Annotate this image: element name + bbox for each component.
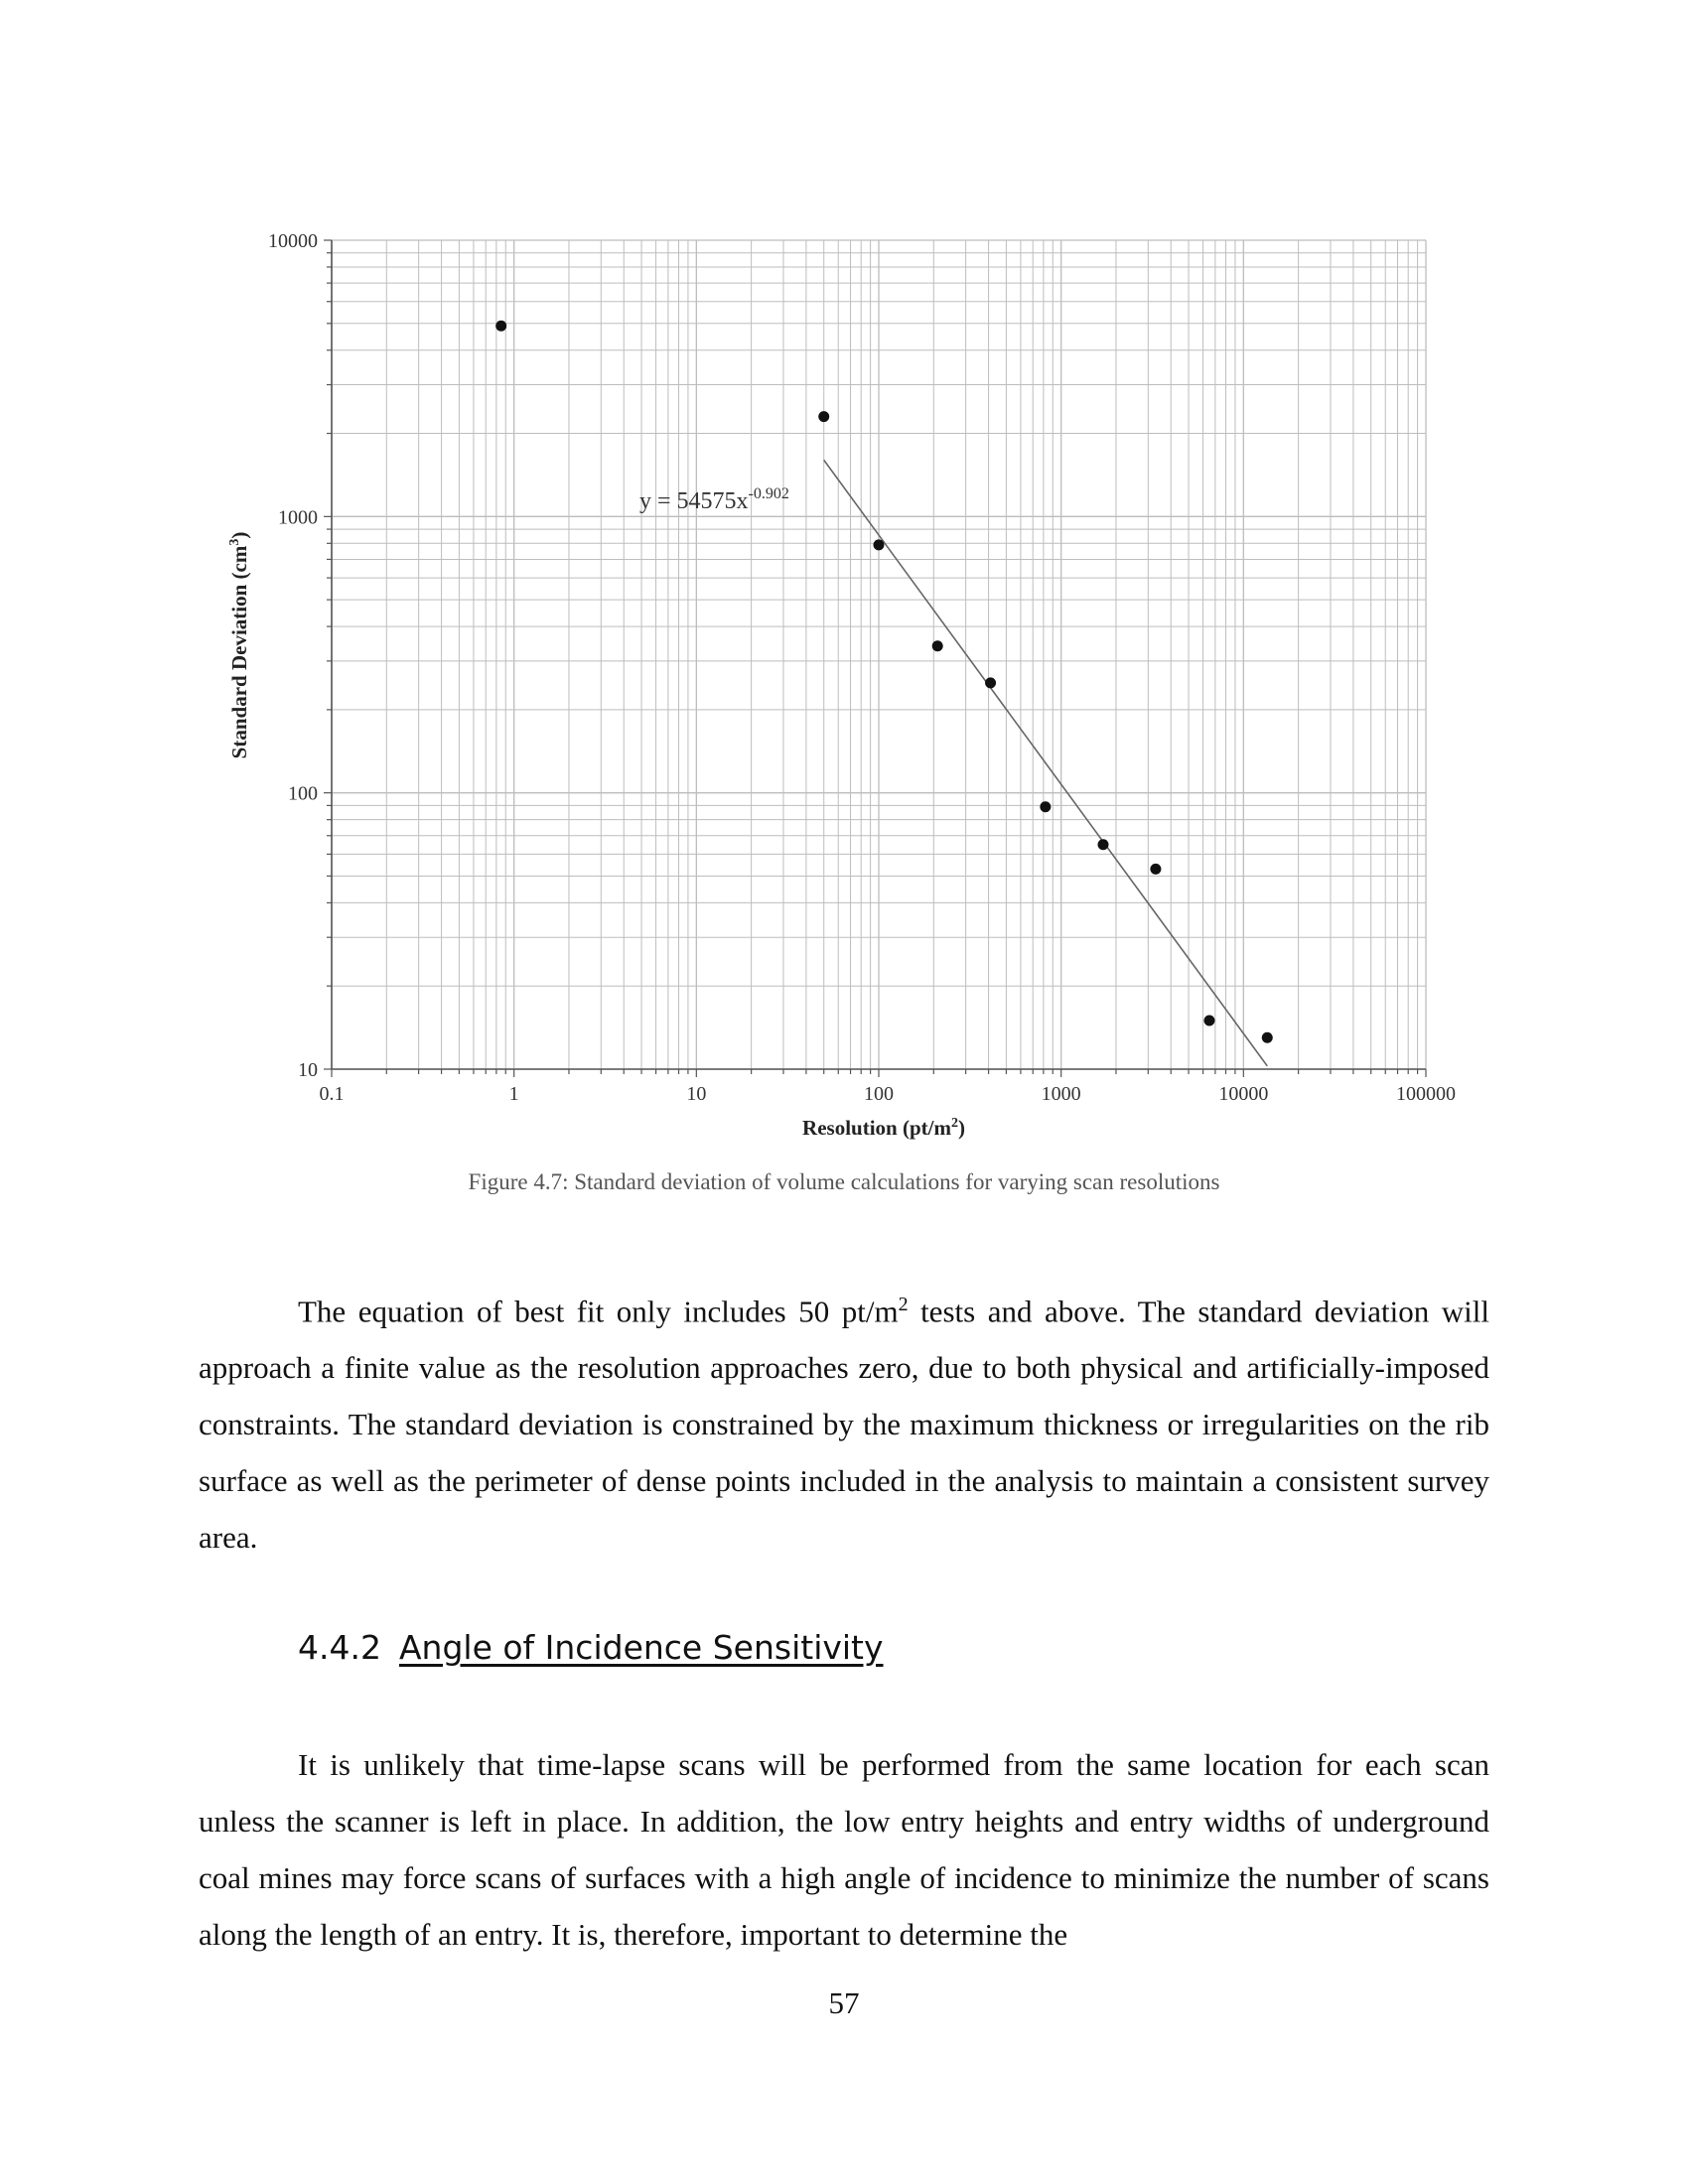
y-tick-label: 10 — [298, 1059, 318, 1081]
data-point — [495, 320, 507, 332]
x-tick-label: 10000 — [1218, 1083, 1268, 1105]
y-tick-label: 100 — [288, 783, 318, 805]
trendline-exponent: -0.902 — [749, 485, 789, 502]
y-axis-label: Standard Deviation (cm3) — [227, 532, 251, 759]
section-heading: 4.4.2 Angle of Incidence Sensitivity — [298, 1628, 884, 1667]
x-tick-label: 100 — [864, 1083, 894, 1105]
x-tick-label: 1000 — [1042, 1083, 1081, 1105]
superscript-2: 2 — [898, 1294, 909, 1315]
data-point — [1150, 863, 1162, 875]
tick-labels: 0.1 1 10 100 1000 10000 100000 10 100 1000 10000 — [268, 230, 1456, 1105]
data-point — [1040, 801, 1052, 813]
x-tick-label: 10 — [686, 1083, 706, 1105]
chart-axes — [324, 239, 1427, 1077]
trendline-equation: y = 54575x-0.902 — [639, 485, 789, 514]
y-tick-label: 10000 — [268, 230, 318, 252]
section-number: 4.4.2 — [298, 1628, 381, 1667]
data-point — [1261, 1031, 1273, 1043]
chart-grid — [331, 239, 1427, 1070]
x-tick-label: 0.1 — [320, 1083, 345, 1105]
scatter-chart: 0.1 1 10 100 1000 10000 100000 10 100 1000 10000 y… — [227, 230, 1456, 1140]
data-point — [873, 539, 885, 551]
trendline-group — [823, 459, 1268, 1067]
trendline — [823, 459, 1268, 1067]
x-tick-label: 100000 — [1396, 1083, 1456, 1105]
data-points — [495, 320, 1273, 1043]
section-title: Angle of Incidence Sensitivity — [398, 1628, 884, 1667]
body-paragraph-1: The equation of best fit only includes 5… — [199, 1294, 1489, 1556]
body-paragraph-2: It is unlikely that time-lapse scans wil… — [199, 1747, 1489, 1952]
page-number: 57 — [828, 1985, 860, 2020]
data-point — [985, 677, 997, 689]
data-point — [1097, 839, 1109, 851]
data-point — [931, 640, 943, 652]
figure-caption: Figure 4.7: Standard deviation of volume… — [468, 1169, 1220, 1194]
x-axis-label: Resolution (pt/m2) — [802, 1116, 965, 1140]
data-point — [1203, 1015, 1215, 1026]
data-point — [818, 411, 830, 423]
y-tick-label: 1000 — [278, 506, 318, 528]
x-tick-label: 1 — [509, 1083, 519, 1105]
